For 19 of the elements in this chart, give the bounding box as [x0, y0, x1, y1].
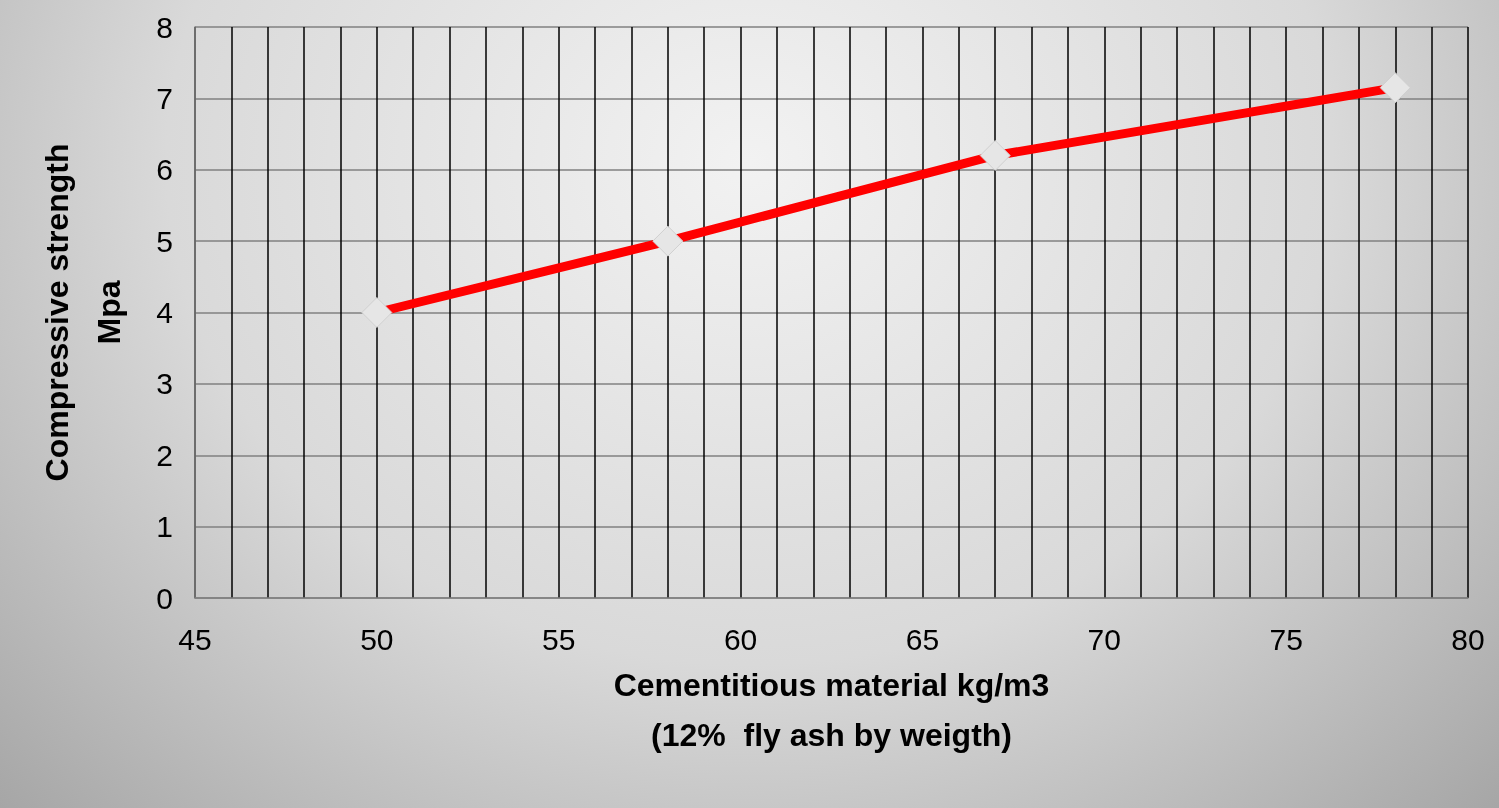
y-tick-label: 7 — [156, 81, 173, 115]
y-tick-label: 2 — [156, 438, 173, 472]
x-tick-label: 45 — [178, 622, 212, 656]
y-tick-label: 1 — [156, 510, 173, 544]
y-tick-label: 3 — [156, 367, 173, 401]
x-tick-label: 70 — [1087, 622, 1121, 656]
x-tick-label: 50 — [360, 622, 394, 656]
y-tick-label: 5 — [156, 224, 173, 258]
y-tick-label: 8 — [156, 10, 173, 44]
x-tick-label: 60 — [723, 622, 758, 656]
y-tick-label: 6 — [156, 153, 173, 187]
x-tick-label: 80 — [1451, 622, 1485, 656]
x-tick-label: 55 — [542, 622, 576, 656]
y-tick-label: 0 — [156, 581, 173, 615]
x-axis-title: Cementitious material kg/m3 (12% fly ash by weigth) — [613, 667, 1050, 753]
y-axis-title: Compressive strength Mpa — [39, 143, 127, 482]
x-tick-label: 65 — [905, 622, 940, 656]
y-tick-label: 4 — [156, 296, 173, 329]
x-tick-label: 75 — [1269, 622, 1303, 656]
